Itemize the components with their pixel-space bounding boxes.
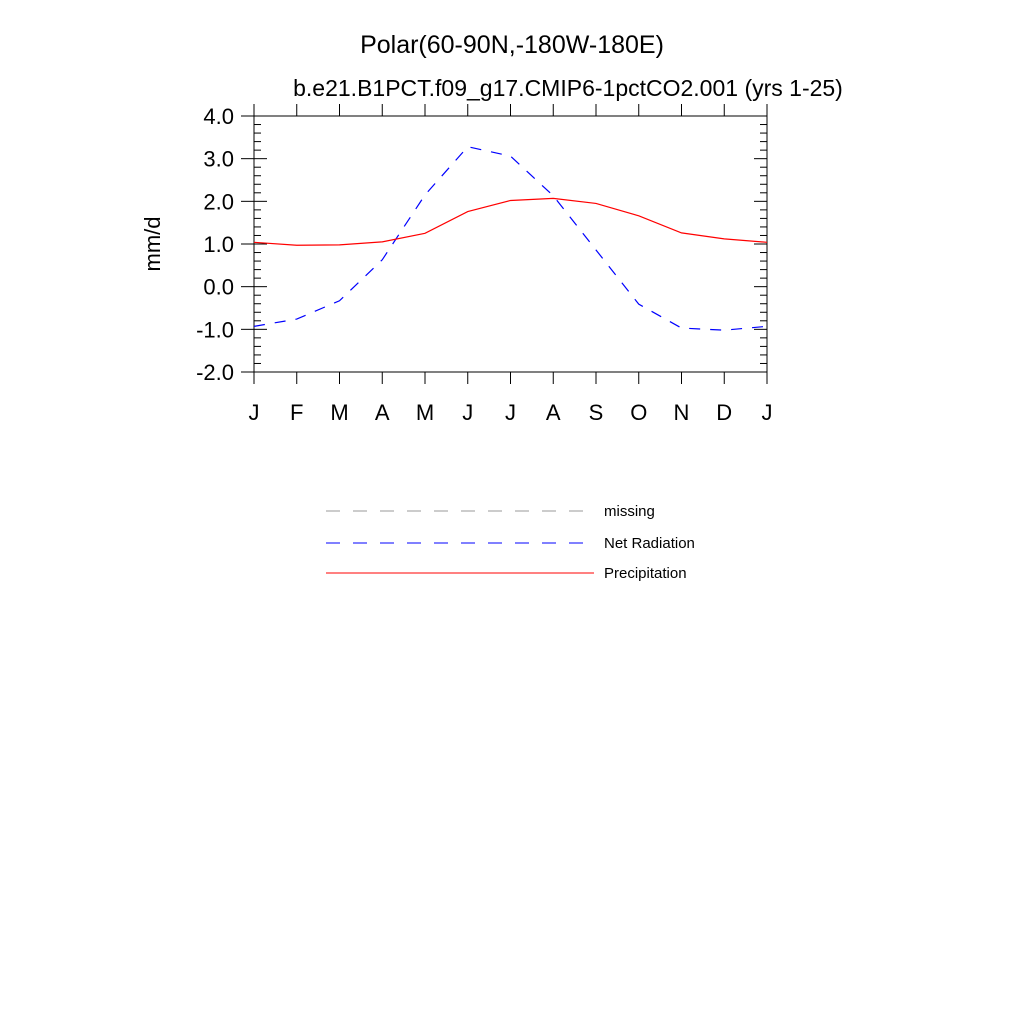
x-tick-label: F — [290, 400, 303, 425]
legend: missing Net Radiation Precipitation — [326, 503, 695, 582]
x-tick-label: D — [716, 400, 732, 425]
x-tick-label: M — [416, 400, 434, 425]
x-tick-label: N — [674, 400, 690, 425]
y-tick-label: 1.0 — [203, 232, 234, 257]
chart-subtitle: b.e21.B1PCT.f09_g17.CMIP6-1pctCO2.001 (y… — [293, 75, 843, 101]
x-tick-label: J — [249, 400, 260, 425]
series-line-precipitation — [253, 197, 768, 246]
y-tick-label: -2.0 — [196, 360, 234, 385]
x-tick-label: O — [630, 400, 647, 425]
y-axis-label: mm/d — [140, 217, 165, 272]
chart-title: Polar(60-90N,-180W-180E) — [360, 31, 664, 59]
legend-label: Net Radiation — [604, 535, 695, 552]
series-line-net-radiation — [253, 146, 768, 331]
y-tick-label: -1.0 — [196, 317, 234, 342]
plot-frame — [253, 115, 768, 373]
x-tick-label: A — [375, 400, 390, 425]
y-tick-label: 2.0 — [203, 189, 234, 214]
y-tick-label: 4.0 — [203, 104, 234, 129]
x-tick-label: A — [546, 400, 561, 425]
legend-label: missing — [604, 503, 655, 520]
y-tick-label: 0.0 — [203, 275, 234, 300]
x-tick-label: J — [462, 400, 473, 425]
plot-area: 4.0 3.0 2.0 1.0 0.0 -1.0 -2.0 J F M A M J J A S O N D J — [196, 104, 773, 425]
x-tick-label: M — [330, 400, 348, 425]
legend-label: Precipitation — [604, 565, 687, 582]
x-tick-label: J — [762, 400, 773, 425]
x-tick-label: J — [505, 400, 516, 425]
x-tick-label: S — [589, 400, 604, 425]
y-tick-label: 3.0 — [203, 147, 234, 172]
